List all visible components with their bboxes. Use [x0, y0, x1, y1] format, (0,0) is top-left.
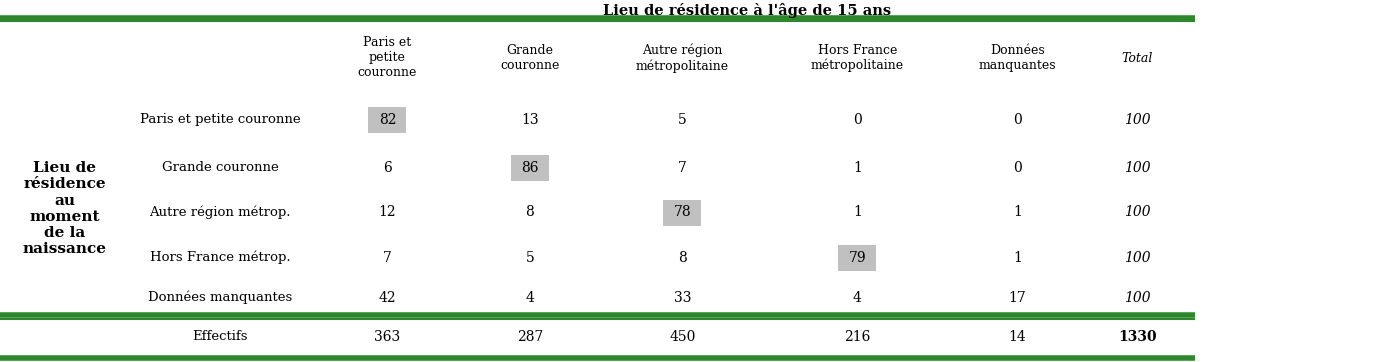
Text: 7: 7	[679, 160, 687, 174]
Text: 42: 42	[379, 290, 397, 304]
Text: 17: 17	[1009, 290, 1026, 304]
Text: 5: 5	[526, 251, 534, 265]
Text: Hors France métrop.: Hors France métrop.	[150, 251, 290, 264]
Text: Grande couronne: Grande couronne	[161, 161, 279, 174]
Text: 8: 8	[679, 251, 687, 265]
Text: 363: 363	[375, 330, 401, 344]
Text: 1330: 1330	[1119, 330, 1156, 344]
Text: 100: 100	[1124, 113, 1151, 127]
Text: 0: 0	[1013, 113, 1022, 127]
Text: 0: 0	[854, 113, 862, 127]
Text: 7: 7	[383, 251, 391, 265]
Text: 1: 1	[854, 206, 862, 219]
Text: 100: 100	[1124, 206, 1151, 219]
Text: 0: 0	[1013, 160, 1022, 174]
Text: 1: 1	[854, 160, 862, 174]
FancyBboxPatch shape	[368, 107, 407, 133]
Text: Autre région métrop.: Autre région métrop.	[150, 206, 290, 219]
Text: 450: 450	[669, 330, 695, 344]
Text: 14: 14	[1009, 330, 1026, 344]
Text: 1: 1	[1013, 206, 1022, 219]
Text: 78: 78	[673, 206, 691, 219]
Text: 100: 100	[1124, 160, 1151, 174]
Text: 6: 6	[383, 160, 391, 174]
Text: 82: 82	[379, 113, 396, 127]
Text: 1: 1	[1013, 251, 1022, 265]
Text: Total: Total	[1122, 51, 1153, 64]
FancyBboxPatch shape	[838, 244, 876, 270]
Text: 216: 216	[844, 330, 870, 344]
Text: 5: 5	[679, 113, 687, 127]
Text: 287: 287	[516, 330, 543, 344]
Text: Lieu de résidence à l'âge de 15 ans: Lieu de résidence à l'âge de 15 ans	[604, 3, 891, 17]
FancyBboxPatch shape	[511, 155, 550, 181]
Text: Données
manquantes: Données manquantes	[979, 44, 1056, 72]
Text: 100: 100	[1124, 290, 1151, 304]
Text: Autre région
métropolitaine: Autre région métropolitaine	[636, 43, 729, 72]
Text: 33: 33	[673, 290, 691, 304]
Text: 12: 12	[379, 206, 397, 219]
Text: Données manquantes: Données manquantes	[149, 291, 291, 304]
Text: 86: 86	[522, 160, 539, 174]
Text: 4: 4	[854, 290, 862, 304]
Text: Grande
couronne: Grande couronne	[500, 44, 559, 72]
Text: 100: 100	[1124, 251, 1151, 265]
Text: Effectifs: Effectifs	[193, 331, 247, 344]
Text: Paris et
petite
couronne: Paris et petite couronne	[358, 37, 418, 80]
FancyBboxPatch shape	[663, 199, 701, 226]
Text: 13: 13	[520, 113, 539, 127]
Text: 8: 8	[526, 206, 534, 219]
Text: Lieu de
résidence
au
moment
de la
naissance: Lieu de résidence au moment de la naissa…	[24, 161, 107, 256]
Text: Paris et petite couronne: Paris et petite couronne	[140, 114, 300, 126]
Text: 79: 79	[848, 251, 866, 265]
Text: Hors France
métropolitaine: Hors France métropolitaine	[811, 44, 904, 72]
Text: 4: 4	[526, 290, 534, 304]
